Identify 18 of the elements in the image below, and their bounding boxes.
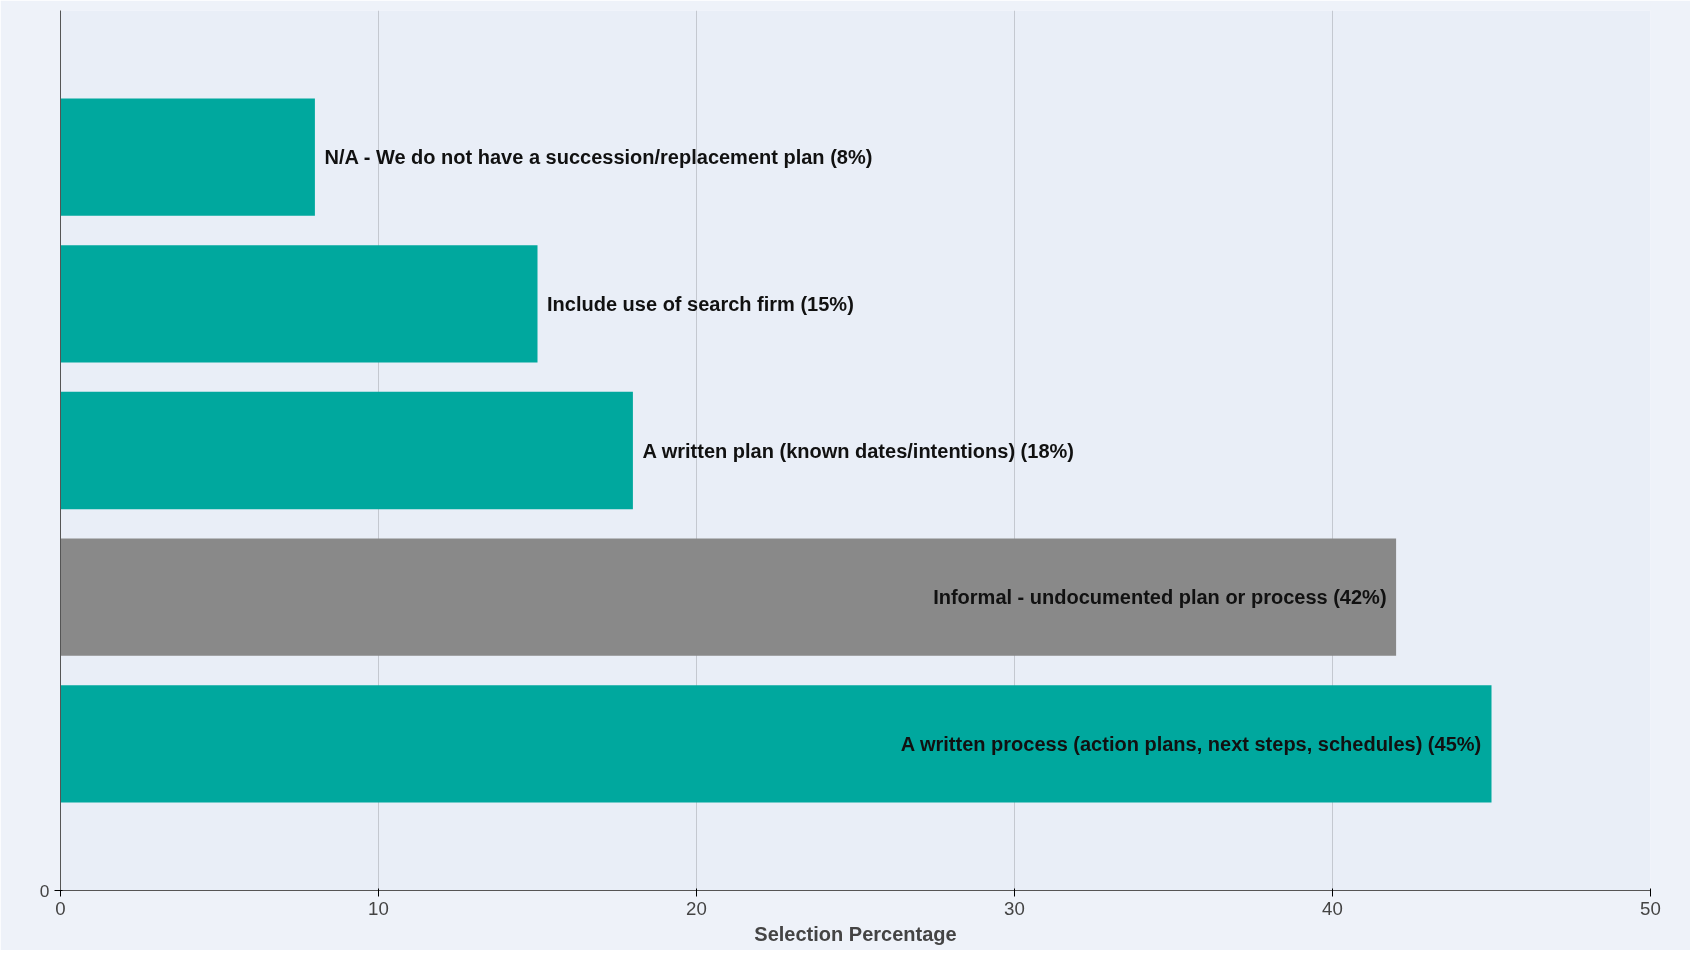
data-label: A written plan (known dates/intentions) (18%) [642,439,1074,462]
data-label: Include use of search firm (15%) [547,292,854,315]
x-tick-label: 50 [1640,897,1661,919]
x-axis-title: Selection Percentage [754,922,957,945]
x-tick-label: 40 [1322,897,1343,919]
bar [60,245,538,363]
x-tick-label: 0 [55,897,66,919]
bar [60,538,1397,656]
x-tick-label: 20 [686,897,707,919]
x-tick-label: 10 [368,897,389,919]
bar [60,98,315,216]
text: 0 [39,880,50,901]
bar [60,391,633,510]
data-label: Informal - undocumented plan or process (42%) [933,586,1387,609]
bar [60,685,1492,803]
data-label: N/A - We do not have a succession/replacement plan (8%) [324,146,873,169]
x-tick-label: 30 [1004,897,1025,919]
data-label: A written process (action plans, next steps, schedules) (45%) [900,732,1482,755]
